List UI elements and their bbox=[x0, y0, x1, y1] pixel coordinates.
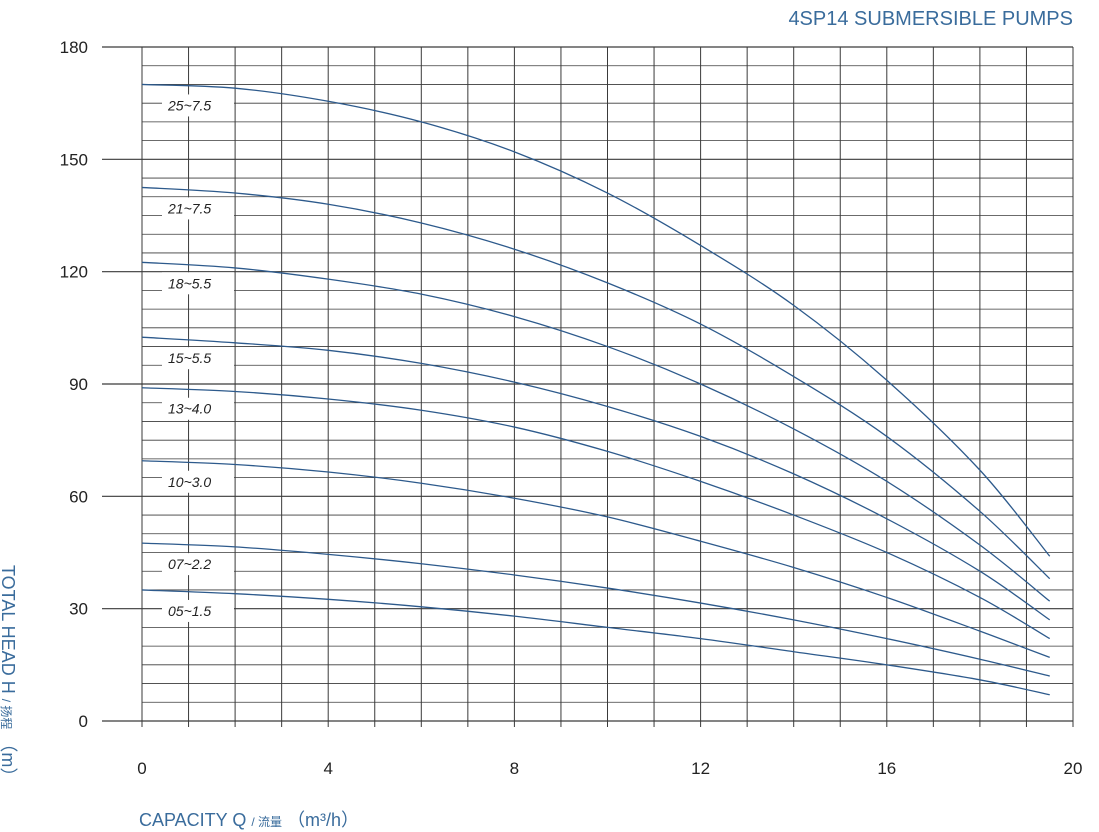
y-tick-label: 30 bbox=[69, 600, 88, 619]
y-tick-label: 0 bbox=[79, 712, 88, 731]
curve-label: 07~2.2 bbox=[168, 556, 211, 572]
x-axis-label-unit: （m³/h） bbox=[287, 810, 360, 830]
pump-curve bbox=[141, 261, 1051, 602]
y-axis-label: TOTAL HEAD H / 扬程 （m） bbox=[0, 565, 22, 785]
curve-label: 13~4.0 bbox=[168, 401, 211, 417]
grid bbox=[102, 46, 1074, 727]
y-tick-label: 60 bbox=[69, 487, 88, 506]
curve-labels: 25~7.5 21~7.5 18~5.5 15~5.5 13~4.0 10~3.0 07~2… bbox=[162, 94, 234, 622]
pump-curve bbox=[141, 542, 1050, 677]
curve-label-bg bbox=[162, 470, 234, 493]
curve-label-bg bbox=[162, 553, 234, 576]
y-axis-label-main: TOTAL HEAD H bbox=[0, 565, 18, 694]
pump-curve bbox=[141, 589, 1050, 696]
y-axis-ticks: 0 30 60 90 120 150 180 bbox=[60, 38, 88, 731]
curve-label-bg bbox=[162, 347, 234, 370]
y-tick-label: 180 bbox=[60, 38, 88, 57]
chart-title: 4SP14 SUBMERSIBLE PUMPS bbox=[788, 8, 1073, 30]
x-axis-label: CAPACITY Q / 流量 （m³/h） bbox=[139, 806, 359, 832]
pump-curve bbox=[141, 387, 1051, 640]
y-tick-label: 150 bbox=[60, 150, 88, 169]
curve-label-bg bbox=[162, 599, 234, 622]
curve-label-bg bbox=[162, 272, 234, 295]
curve-label-bg bbox=[162, 94, 234, 117]
curve-label: 25~7.5 bbox=[167, 97, 211, 113]
y-axis-label-unit: （m） bbox=[0, 734, 18, 786]
x-tick-label: 8 bbox=[510, 759, 519, 778]
curves bbox=[141, 83, 1051, 696]
curve-label-bg bbox=[162, 197, 234, 220]
curve-label: 15~5.5 bbox=[168, 350, 211, 366]
y-tick-label: 120 bbox=[60, 263, 88, 282]
y-tick-label: 90 bbox=[69, 375, 88, 394]
curve-label: 18~5.5 bbox=[168, 275, 211, 291]
x-axis-label-cn: / 流量 bbox=[251, 815, 283, 829]
x-tick-label: 12 bbox=[691, 759, 710, 778]
pump-curve bbox=[141, 186, 1051, 580]
curve-label: 05~1.5 bbox=[168, 603, 211, 619]
pump-curve bbox=[141, 460, 1050, 658]
x-tick-label: 4 bbox=[323, 759, 332, 778]
curve-label-bg bbox=[162, 397, 234, 420]
x-tick-label: 16 bbox=[877, 759, 896, 778]
pump-curve bbox=[141, 83, 1051, 557]
x-tick-label: 0 bbox=[137, 759, 146, 778]
curve-label: 21~7.5 bbox=[167, 200, 211, 216]
x-tick-label: 20 bbox=[1064, 759, 1083, 778]
y-axis-label-cn: / 扬程 bbox=[0, 698, 13, 730]
x-axis-ticks: 0 4 8 12 16 20 bbox=[137, 759, 1082, 778]
curve-label: 10~3.0 bbox=[168, 474, 211, 490]
x-axis-label-main: CAPACITY Q bbox=[139, 810, 247, 830]
pump-curve bbox=[141, 336, 1051, 621]
